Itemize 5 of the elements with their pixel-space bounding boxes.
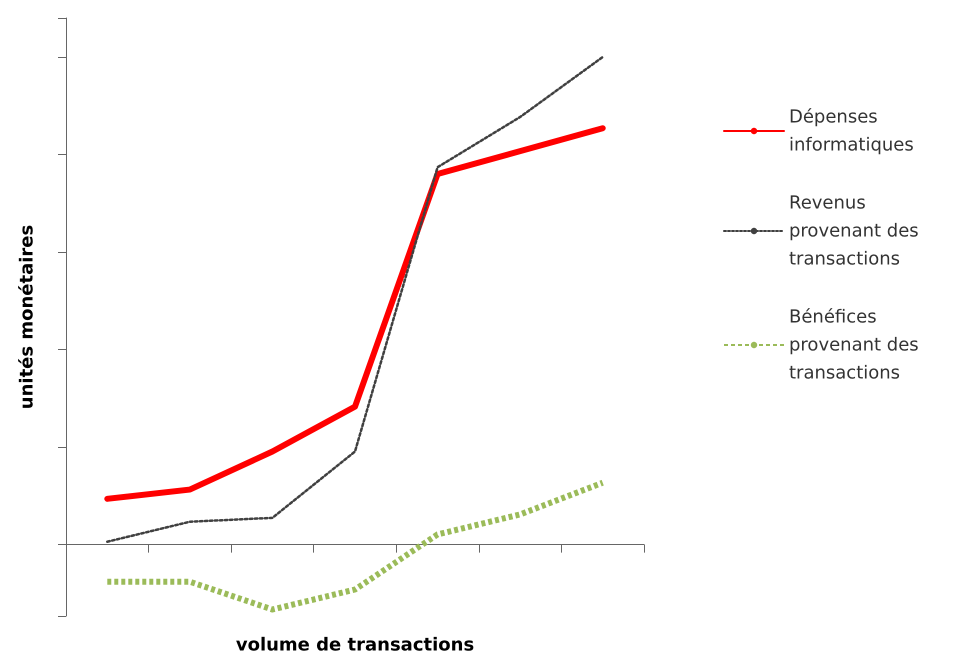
- x-axis-title: volume de transactions: [236, 634, 474, 656]
- legend-label: Dépenses informatiques: [789, 106, 914, 156]
- legend-label: Bénéfices provenant des transactions: [789, 306, 924, 384]
- y-axis-title: unités monétaires: [16, 224, 38, 410]
- legend-label: Revenus provenant des transactions: [789, 192, 924, 270]
